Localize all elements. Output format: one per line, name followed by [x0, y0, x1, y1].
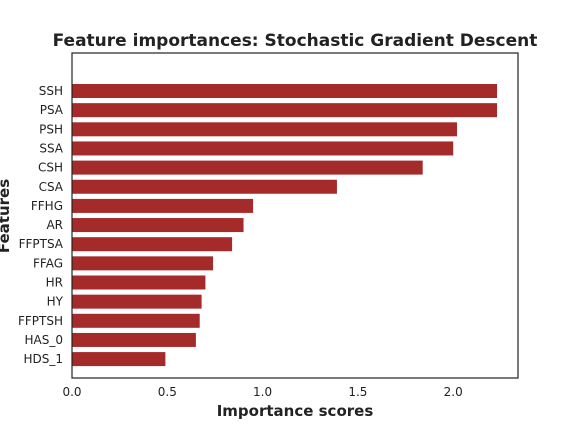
bar-hy — [72, 294, 202, 309]
y-tick-label: CSA — [39, 180, 64, 194]
y-tick-label: HDS_1 — [23, 352, 63, 366]
y-tick-label: HY — [47, 295, 64, 309]
x-tick-label: 1.0 — [253, 385, 272, 399]
bar-ffag — [72, 256, 214, 271]
x-tick-labels: 0.0 0.5 1.0 1.5 2.0 — [62, 385, 462, 399]
bar-psh — [72, 122, 458, 137]
y-tick-labels: SSH PSA PSH SSA CSH CSA FFHG AR FFPTSA FFAG HR HY FF… — [18, 84, 64, 366]
y-axis-label: Features — [0, 179, 13, 253]
bar-csa — [72, 179, 337, 194]
bar-ssh — [72, 84, 498, 98]
bar-csh — [72, 160, 423, 175]
y-tick-label: FFPTSA — [19, 237, 64, 251]
y-tick-label: SSH — [39, 84, 63, 98]
bars-group — [72, 84, 498, 367]
x-tick-label: 1.5 — [348, 385, 367, 399]
bar-hds-1 — [72, 352, 166, 367]
x-axis-label: Importance scores — [217, 402, 374, 420]
y-tick-label: HR — [46, 276, 63, 290]
y-tick-label: HAS_0 — [25, 333, 63, 347]
y-tick-label: FFPTSH — [18, 314, 63, 328]
bar-ssa — [72, 141, 454, 156]
y-tick-label: PSH — [39, 122, 63, 136]
x-tick-label: 0.5 — [158, 385, 177, 399]
bar-hr — [72, 275, 206, 290]
x-tick-label: 2.0 — [444, 385, 463, 399]
bar-has-0 — [72, 332, 196, 347]
bar-ffptsh — [72, 313, 200, 328]
bar-ffhg — [72, 198, 254, 213]
y-tick-label: FFHG — [31, 199, 63, 213]
bar-ffptsa — [72, 237, 233, 252]
bar-psa — [72, 103, 498, 118]
chart-title: Feature importances: Stochastic Gradient… — [53, 31, 538, 51]
y-tick-label: CSH — [38, 161, 63, 175]
y-tick-label: AR — [46, 218, 63, 232]
y-tick-label: FFAG — [33, 256, 63, 270]
bar-ar — [72, 218, 244, 233]
y-tick-label: PSA — [40, 103, 64, 117]
x-tick-label: 0.0 — [62, 385, 81, 399]
y-tick-label: SSA — [39, 141, 63, 155]
plot-frame — [71, 52, 519, 379]
